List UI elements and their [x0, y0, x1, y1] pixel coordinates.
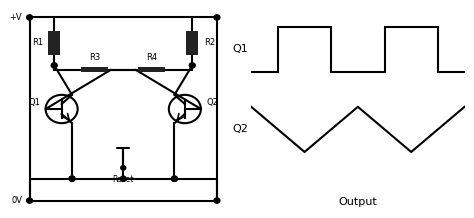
Text: 0V: 0V: [11, 196, 22, 205]
Circle shape: [27, 15, 33, 20]
Text: R4: R4: [146, 53, 157, 62]
Circle shape: [172, 176, 177, 181]
Circle shape: [69, 176, 75, 181]
Circle shape: [214, 15, 220, 20]
Circle shape: [51, 63, 57, 68]
Text: Q1: Q1: [28, 98, 40, 107]
Circle shape: [189, 63, 195, 68]
Bar: [48, 31, 60, 54]
Text: Output: Output: [338, 197, 377, 207]
Text: Q2: Q2: [206, 98, 218, 107]
Circle shape: [121, 166, 126, 170]
Text: +V: +V: [9, 13, 22, 22]
Bar: [186, 31, 199, 54]
Text: R1: R1: [32, 38, 43, 47]
Circle shape: [120, 176, 126, 181]
Circle shape: [172, 176, 177, 181]
Text: R3: R3: [89, 53, 100, 62]
Circle shape: [69, 176, 75, 181]
Text: Q1: Q1: [233, 44, 248, 54]
Bar: [138, 67, 165, 72]
Text: R2: R2: [205, 38, 216, 47]
Circle shape: [214, 198, 220, 203]
Circle shape: [27, 198, 33, 203]
Bar: [82, 67, 109, 72]
Text: Reset: Reset: [112, 175, 134, 184]
Text: Q2: Q2: [233, 124, 248, 134]
